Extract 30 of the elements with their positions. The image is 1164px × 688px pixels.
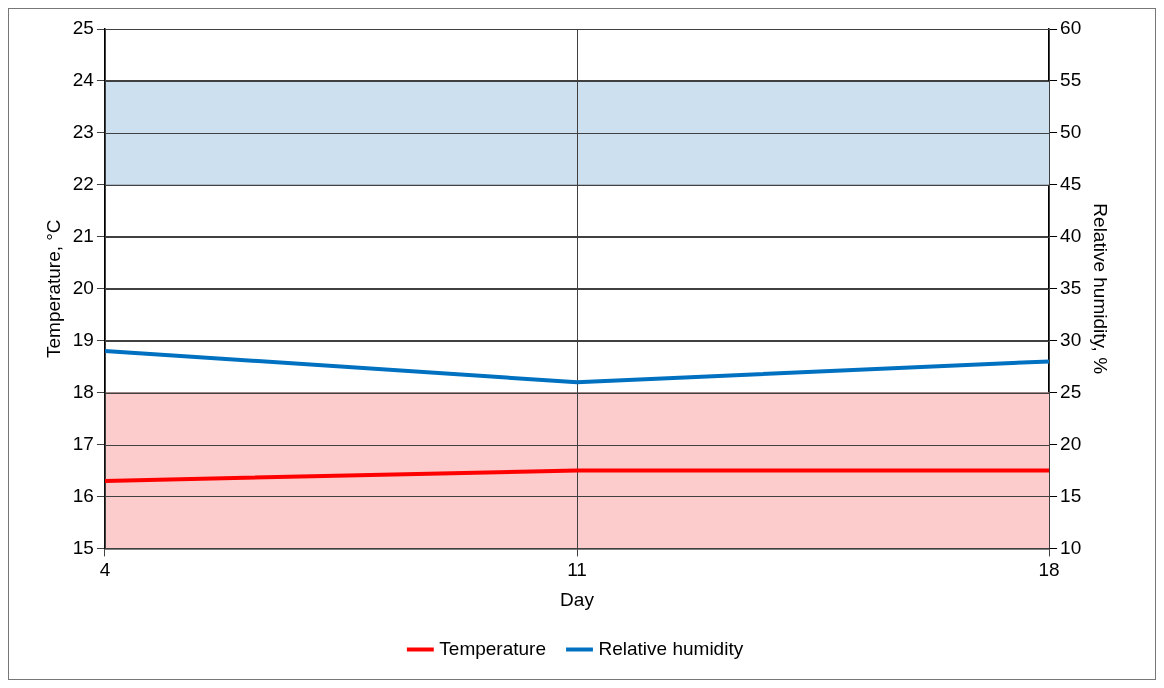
y-tick-label: 19: [72, 328, 94, 350]
y2-tick-label: 15: [1060, 484, 1082, 506]
y-tick-label: 20: [72, 276, 94, 298]
y2-tick-label: 10: [1060, 536, 1082, 558]
x-tick-label: 4: [99, 559, 111, 581]
y-tick-label: 21: [72, 224, 94, 246]
y2-tick-label: 20: [1060, 432, 1082, 454]
y2-tick-label: 35: [1060, 276, 1082, 298]
legend-label: Temperature: [439, 637, 547, 659]
y2-tick-label: 45: [1060, 173, 1082, 195]
y-tick-label: 18: [72, 380, 94, 402]
x-tick-label: 11: [567, 559, 587, 581]
x-axis-title: Day: [560, 588, 595, 610]
y2-tick-label: 40: [1060, 224, 1082, 246]
y-tick-label: 24: [72, 69, 95, 91]
y2-axis-title: Relative humidity, %: [1090, 203, 1112, 375]
y2-tick-label: 50: [1060, 121, 1082, 143]
y-tick-label: 16: [72, 484, 94, 506]
y-tick-label: 15: [72, 536, 94, 558]
y-axis-title: Temperature, °C: [42, 219, 64, 358]
y-tick-label: 22: [72, 173, 94, 195]
y2-tick-label: 60: [1060, 17, 1082, 39]
y-tick-label: 25: [72, 17, 94, 39]
y2-tick-label: 25: [1060, 380, 1082, 402]
y2-tick-label: 55: [1060, 69, 1082, 91]
y2-tick-label: 30: [1060, 328, 1082, 350]
legend-label: Relative humidity: [598, 637, 744, 659]
y-tick-label: 17: [72, 432, 94, 454]
x-tick-label: 18: [1038, 559, 1060, 581]
y-tick-label: 23: [72, 121, 94, 143]
